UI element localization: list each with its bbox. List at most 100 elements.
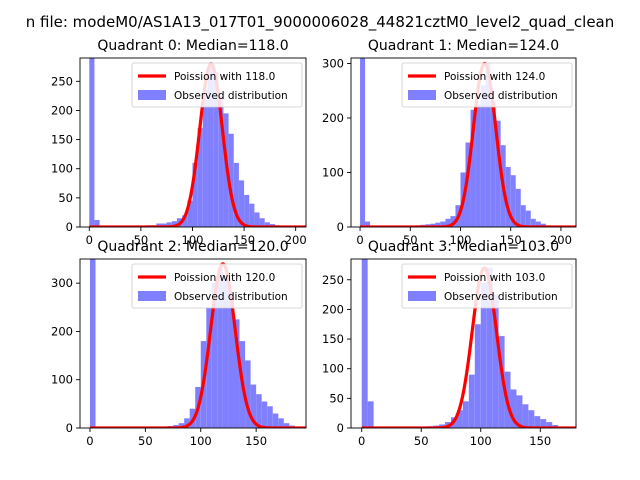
x-tick-label: 100	[470, 434, 492, 448]
histogram-bar	[249, 203, 255, 227]
histogram-bar	[202, 90, 208, 227]
x-tick-label: 50	[403, 233, 418, 247]
histogram-bar	[474, 324, 481, 428]
x-tick-label: 0	[86, 434, 93, 448]
histogram-bar	[530, 218, 536, 227]
histogram-bar	[510, 175, 516, 227]
poisson-curve	[88, 62, 306, 227]
axes-frame	[350, 57, 577, 228]
histogram-bar	[525, 210, 531, 227]
histogram-bar	[515, 188, 521, 227]
x-tick-label: 100	[450, 233, 472, 247]
histogram-bar	[218, 95, 224, 227]
legend-entry-observed: Observed distribution	[174, 90, 288, 102]
histogram-bar	[450, 216, 456, 227]
y-tick-label: 200	[51, 103, 73, 117]
x-tick-label: 200	[285, 233, 307, 247]
poisson-curve	[358, 61, 576, 227]
histogram-bar	[365, 221, 371, 227]
panel-title: Quadrant 2: Median=120.0	[97, 239, 288, 255]
legend-entry-poisson: Poission with 118.0	[174, 71, 275, 83]
legend-patch-swatch	[138, 291, 166, 301]
histogram-bar	[510, 389, 517, 428]
histogram-bar	[233, 319, 240, 428]
x-tick-label: 0	[358, 434, 365, 448]
axes-frame	[350, 258, 577, 429]
y-tick-label: 300	[322, 56, 344, 70]
x-tick-label: 150	[500, 233, 522, 247]
y-tick-label: 200	[51, 324, 73, 338]
legend-entry-observed: Observed distribution	[174, 291, 288, 303]
histogram-bar	[261, 401, 268, 428]
histogram-bar	[486, 267, 493, 428]
legend-entry-poisson: Poission with 120.0	[174, 272, 275, 284]
y-tick-label: 0	[337, 421, 344, 435]
legend-patch-swatch	[408, 291, 436, 301]
plot-area	[358, 58, 576, 227]
quadrant-panel-3: 0 50 100 150 0 50 100 150 200 250 Quadrant 3: Medi…	[322, 239, 577, 448]
histogram-bar	[445, 218, 451, 227]
histogram-bar	[516, 395, 523, 428]
x-tick-label: 100	[190, 434, 212, 448]
histogram-bar	[272, 413, 279, 428]
histogram-bar	[361, 259, 368, 428]
legend-entry-observed: Observed distribution	[444, 291, 558, 303]
plot-area	[88, 259, 306, 428]
histogram-bar	[206, 307, 212, 428]
histogram-bar	[485, 63, 491, 227]
y-tick-label: 250	[51, 74, 73, 88]
histogram-bar	[546, 422, 553, 428]
histogram-bar	[256, 394, 262, 428]
legend-box	[401, 263, 573, 309]
y-tick-label: 250	[322, 273, 344, 287]
histogram-bar	[475, 104, 481, 227]
quadrant-panel-2: 0 50 100 150 0 100 200 300 Quadrant 2: Median=12…	[51, 239, 307, 448]
legend-box	[131, 62, 303, 108]
histogram-bar	[233, 162, 239, 227]
poisson-curve	[360, 266, 576, 428]
histogram-bar	[367, 401, 374, 428]
histogram-bar	[187, 200, 193, 227]
histogram-bar	[89, 58, 95, 227]
legend-patch-swatch	[138, 90, 166, 100]
histogram-bar	[470, 109, 476, 227]
histogram-bar	[465, 142, 471, 227]
legend-entry-poisson: Poission with 124.0	[444, 71, 545, 83]
panel-title: Quadrant 3: Median=103.0	[368, 239, 559, 255]
legend-entry-observed: Observed distribution	[444, 90, 558, 102]
y-tick-label: 0	[337, 220, 344, 234]
histogram-bar	[217, 268, 223, 428]
y-tick-label: 0	[66, 220, 73, 234]
histogram-bar	[430, 223, 436, 227]
plot-area	[88, 58, 306, 227]
y-tick-label: 100	[322, 362, 344, 376]
axes-frame	[79, 57, 307, 228]
histogram-bar	[244, 194, 250, 227]
legend-box	[131, 263, 303, 309]
histogram-bar	[156, 223, 162, 227]
x-tick-label: 150	[529, 434, 551, 448]
histogram-bar	[267, 406, 273, 428]
histogram-bar	[207, 63, 214, 227]
histogram-bar	[480, 282, 487, 428]
histogram-bar	[166, 222, 172, 227]
histogram-bar	[480, 85, 486, 227]
legend-box	[401, 62, 573, 108]
x-tick-label: 150	[233, 233, 255, 247]
y-tick-label: 100	[51, 373, 73, 387]
histogram-bar	[278, 418, 284, 428]
histogram-bar	[520, 205, 526, 227]
x-tick-label: 0	[356, 233, 363, 247]
y-tick-label: 300	[51, 276, 73, 290]
histogram-bar	[94, 220, 100, 227]
histogram-bar	[161, 223, 167, 227]
y-tick-label: 150	[51, 133, 73, 147]
x-tick-label: 200	[550, 233, 572, 247]
histogram-bar	[197, 127, 203, 227]
histogram-bar	[534, 416, 541, 428]
x-tick-label: 150	[245, 434, 267, 448]
y-tick-label: 0	[66, 421, 73, 435]
histogram-bar	[222, 275, 229, 428]
histogram-bar	[490, 101, 496, 227]
histogram-bar	[495, 120, 501, 227]
